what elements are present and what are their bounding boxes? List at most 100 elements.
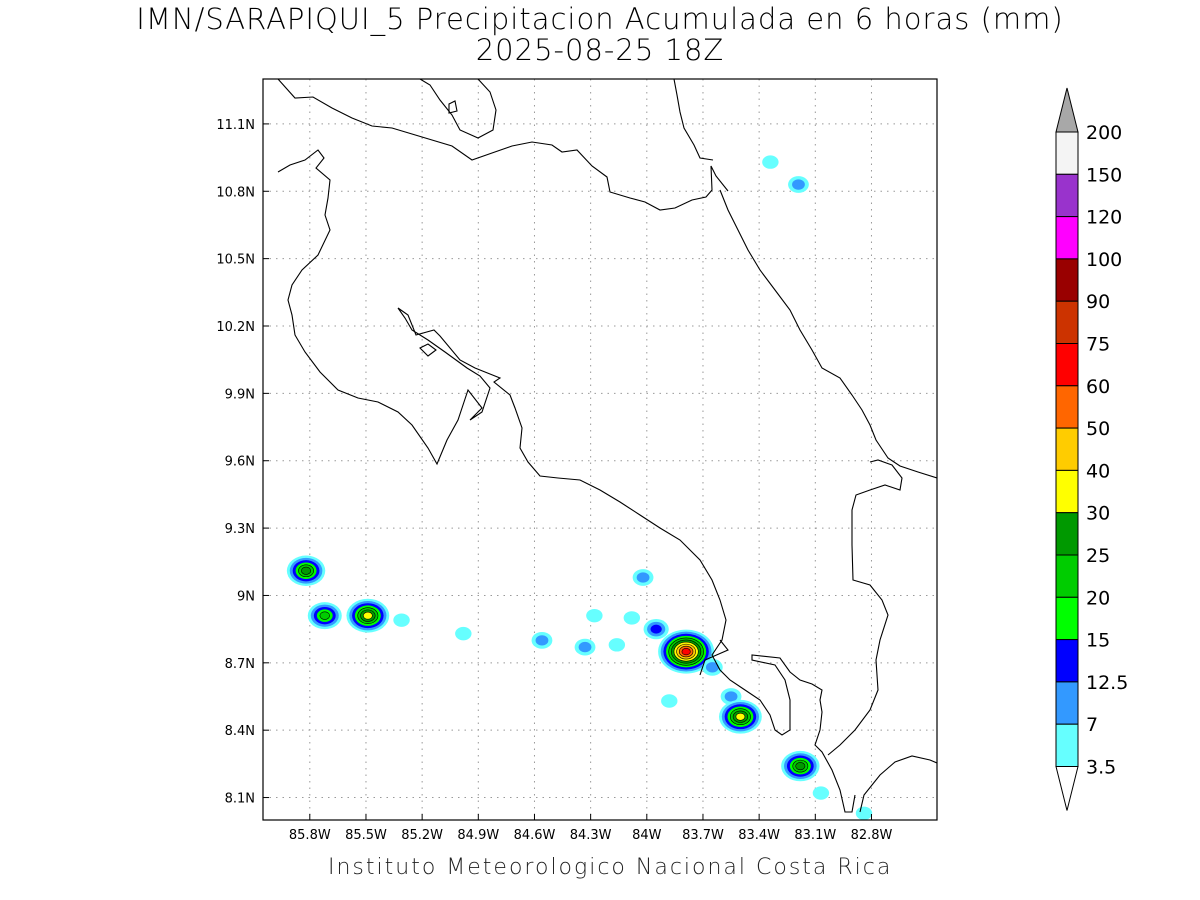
rain-contour [301,566,312,575]
colorbar-swatch [1055,258,1079,302]
rain-cell [286,555,326,586]
rain-contour [586,608,603,623]
rain-cell [586,608,603,623]
colorbar-label: 100 [1086,249,1122,271]
x-tick-label: 83.4W [738,828,780,843]
rain-contour [705,662,719,673]
rain-cell [762,155,779,169]
colorbar-bottom-arrow [1055,766,1079,811]
rain-cell [346,598,390,633]
rain-layer [286,155,873,820]
rain-contour [393,613,410,627]
colorbar-label: 40 [1086,460,1110,482]
rain-cell [855,806,873,820]
colorbar-label: 75 [1086,334,1110,356]
rain-cell [812,786,830,800]
colorbar-swatch [1055,469,1079,514]
rain-contour [795,762,806,771]
colorbar: 200 150 120 100 90 75 60 50 40 30 25 20 15 12.5 7 3.5 [1055,87,1128,811]
colorbar-top-arrow [1055,87,1079,133]
colorbar-swatch [1055,639,1079,683]
rain-contour [455,626,472,641]
footer-credit: Instituto Meteorologico Nacional Costa R… [328,855,893,880]
colorbar-label: 50 [1086,418,1110,440]
colorbar-label: 30 [1086,503,1110,525]
rain-contour [636,572,650,583]
rain-cell [781,750,820,782]
rain-cell [608,638,626,652]
rain-cell [574,638,596,656]
rain-cell [658,629,715,674]
rain-cell [623,611,641,625]
rain-contour [735,712,746,721]
plot-frame [262,78,938,821]
rain-contour [724,691,738,702]
rain-cell [393,613,410,627]
y-tick-label: 9.3N [225,522,255,537]
rain-contour [792,179,805,190]
colorbar-label: 25 [1086,545,1110,567]
colorbar-label: 90 [1086,291,1110,313]
y-tick-label: 11.1N [216,118,255,133]
colorbar-label: 3.5 [1086,757,1116,779]
rain-cell [701,658,723,676]
colorbar-swatch [1055,554,1079,598]
colorbar-label: 150 [1086,164,1122,186]
y-tick-label: 10.2N [216,320,255,335]
colorbar-label: 7 [1086,714,1098,736]
rain-contour [762,155,779,169]
rain-contour [535,635,549,646]
x-tick-label: 84.9W [457,828,499,843]
colorbar-swatch [1055,131,1079,175]
rain-contour [812,786,830,800]
rain-contour [661,694,678,708]
colorbar-label: 120 [1086,207,1122,229]
y-tick-label: 8.1N [225,792,255,807]
colorbar-swatch [1055,512,1079,556]
colorbar-swatch [1055,723,1079,768]
colorbar-swatch [1055,427,1079,471]
rain-contour [855,806,873,820]
x-tick-label: 84.3W [570,828,612,843]
rain-cell [455,626,472,641]
y-tick-label: 9.9N [225,387,255,402]
rain-cell [307,602,342,630]
rain-contour [623,611,641,625]
x-tick-label: 83.1W [794,828,836,843]
x-tick-label: 85.8W [289,828,331,843]
rain-contour [319,611,330,620]
colorbar-label: 12.5 [1086,672,1128,694]
rain-contour [608,638,626,652]
colorbar-swatch [1055,681,1079,725]
map-timestamp: 2025-08-25 18Z [475,33,725,67]
rain-contour [681,647,691,656]
rain-contour [650,624,662,634]
colorbar-swatch [1055,343,1079,387]
colorbar-swatch [1055,596,1079,641]
colorbar-label: 20 [1086,587,1110,609]
colorbar-swatch [1055,385,1079,429]
coastline [277,79,937,813]
colorbar-label: 15 [1086,630,1110,652]
x-tick-label: 85.2W [401,828,443,843]
y-tick-label: 8.4N [225,724,255,739]
x-tick-label: 84.6W [514,828,556,843]
x-tick-label: 84W [632,828,662,843]
rain-cell [719,699,762,734]
colorbar-swatch [1055,173,1079,218]
y-tick-label: 8.7N [225,657,255,672]
rain-cell [531,631,553,649]
y-tick-label: 10.8N [216,185,255,200]
rain-cell [788,176,809,193]
rain-contour [578,641,592,653]
colorbar-label: 60 [1086,376,1110,398]
grid-lines [263,79,937,820]
axis-ticks: 85.8W 85.5W 85.2W 84.9W 84.6W 84.3W 84W 83.7W 83… [216,118,892,843]
rain-cell [643,619,669,640]
x-tick-label: 82.8W [851,828,893,843]
colorbar-swatch [1055,216,1079,260]
rain-contour [363,611,373,620]
x-tick-label: 85.5W [345,828,387,843]
y-tick-label: 9.6N [225,455,255,470]
